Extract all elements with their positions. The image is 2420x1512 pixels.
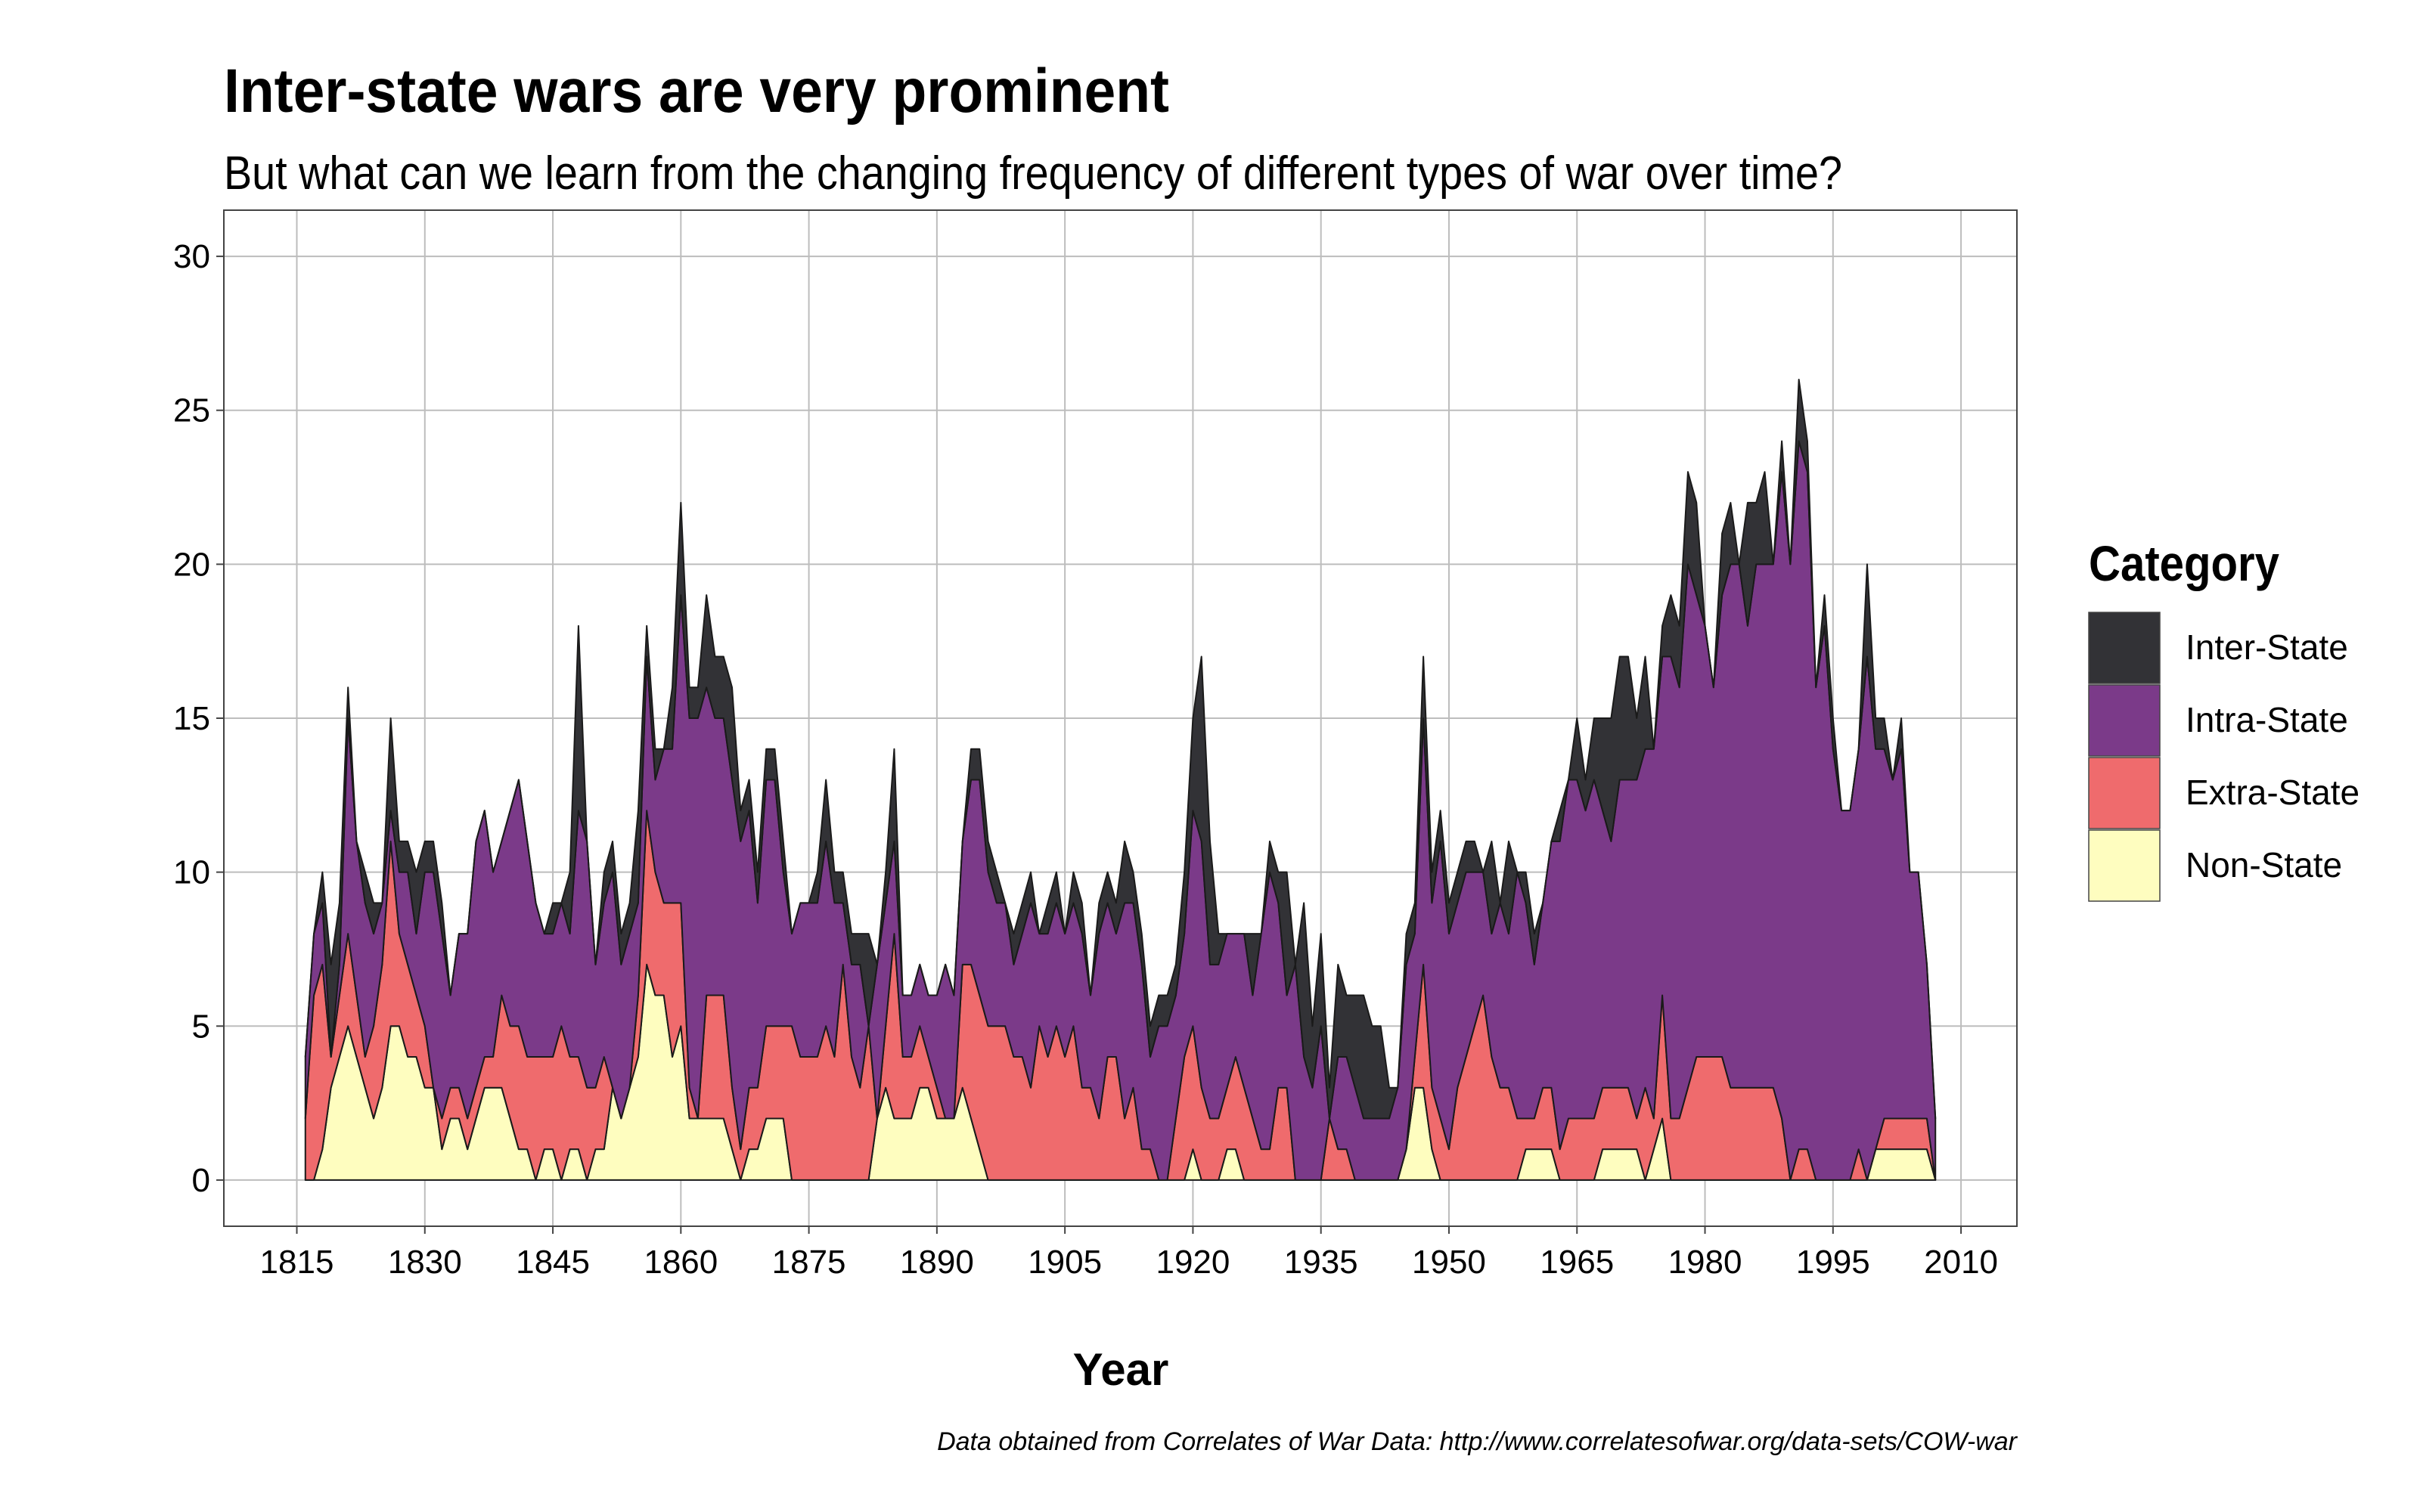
legend-label: Extra-State: [2186, 773, 2360, 812]
y-tick-label: 10: [173, 854, 210, 891]
legend-label: Inter-State: [2186, 627, 2348, 667]
x-tick-label: 1845: [516, 1244, 590, 1281]
x-tick-label: 1905: [1028, 1244, 1102, 1281]
caption: Data obtained from Correlates of War Dat…: [937, 1427, 2018, 1456]
x-tick-label: 1875: [772, 1244, 846, 1281]
chart-subtitle: But what can we learn from the changing …: [224, 147, 1842, 200]
legend-label: Intra-State: [2186, 700, 2348, 739]
x-tick-label: 1920: [1156, 1244, 1230, 1281]
x-axis-title: Year: [1073, 1344, 1169, 1395]
area: [304, 379, 1937, 1120]
x-tick-label: 1860: [644, 1244, 718, 1281]
y-tick-label: 30: [173, 238, 210, 275]
chart-title: Inter-state wars are very prominent: [224, 57, 1169, 125]
ticks: 0 5 10 15 20 25 30 1815 1830 1845 1860 1875 1890 1905…: [173, 238, 1998, 1281]
legend-label: Non-State: [2186, 845, 2342, 885]
y-tick-label: 5: [192, 1008, 210, 1045]
legend-swatch: [2088, 684, 2161, 757]
x-tick-label: 1935: [1284, 1244, 1358, 1281]
legend: Inter-State Intra-State Extra-State Non-Sta…: [2088, 612, 2360, 902]
legend-swatch: [2088, 829, 2161, 902]
x-tick-label: 2010: [1924, 1244, 1998, 1281]
y-tick-label: 0: [192, 1162, 210, 1199]
x-tick-label: 1950: [1412, 1244, 1486, 1281]
x-tick-label: 1995: [1796, 1244, 1870, 1281]
areas: [304, 379, 1937, 1181]
legend-swatch: [2088, 757, 2161, 829]
x-tick-label: 1980: [1668, 1244, 1742, 1281]
y-tick-label: 20: [173, 546, 210, 583]
legend-title: Category: [2089, 535, 2279, 591]
x-tick-label: 1890: [900, 1244, 974, 1281]
x-tick-label: 1965: [1540, 1244, 1614, 1281]
legend-swatch: [2088, 612, 2161, 684]
x-tick-label: 1830: [388, 1244, 462, 1281]
y-tick-label: 25: [173, 392, 210, 429]
x-tick-label: 1815: [260, 1244, 334, 1281]
y-tick-label: 15: [173, 700, 210, 737]
